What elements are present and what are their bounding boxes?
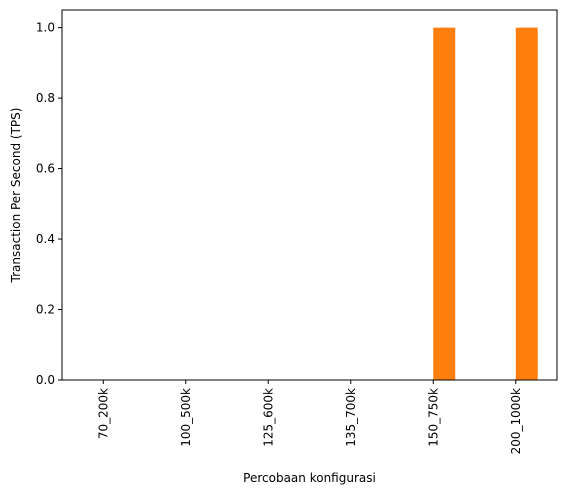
x-tick-label: 150_750k [426,388,440,447]
y-tick-label: 0.4 [36,232,55,246]
x-axis: 70_200k 100_500k 125_600k 135_700k 150_750k 2… [96,380,523,454]
y-axis: 0.0 0.2 0.4 0.6 0.8 1.0 [36,21,62,387]
plot-frame [61,9,558,381]
bars-layer [433,27,538,380]
y-tick-label: 0.0 [36,373,55,387]
x-tick-label: 125_600k [261,388,275,447]
y-tick-label: 0.8 [36,91,55,105]
y-tick-label: 1.0 [36,21,55,35]
x-axis-label: Percobaan konfigurasi [243,471,376,485]
x-tick-label: 135_700k [344,388,358,447]
y-tick-label: 0.6 [36,162,55,176]
x-tick-label: 200_1000k [509,388,523,454]
x-tick-label: 70_200k [96,388,110,439]
x-tick-label: 100_500k [179,388,193,447]
y-axis-label: Transaction Per Second (TPS) [9,108,23,284]
bar-150_750k [433,27,456,380]
y-tick-label: 0.2 [36,303,55,317]
bar-200_1000k [515,27,538,380]
